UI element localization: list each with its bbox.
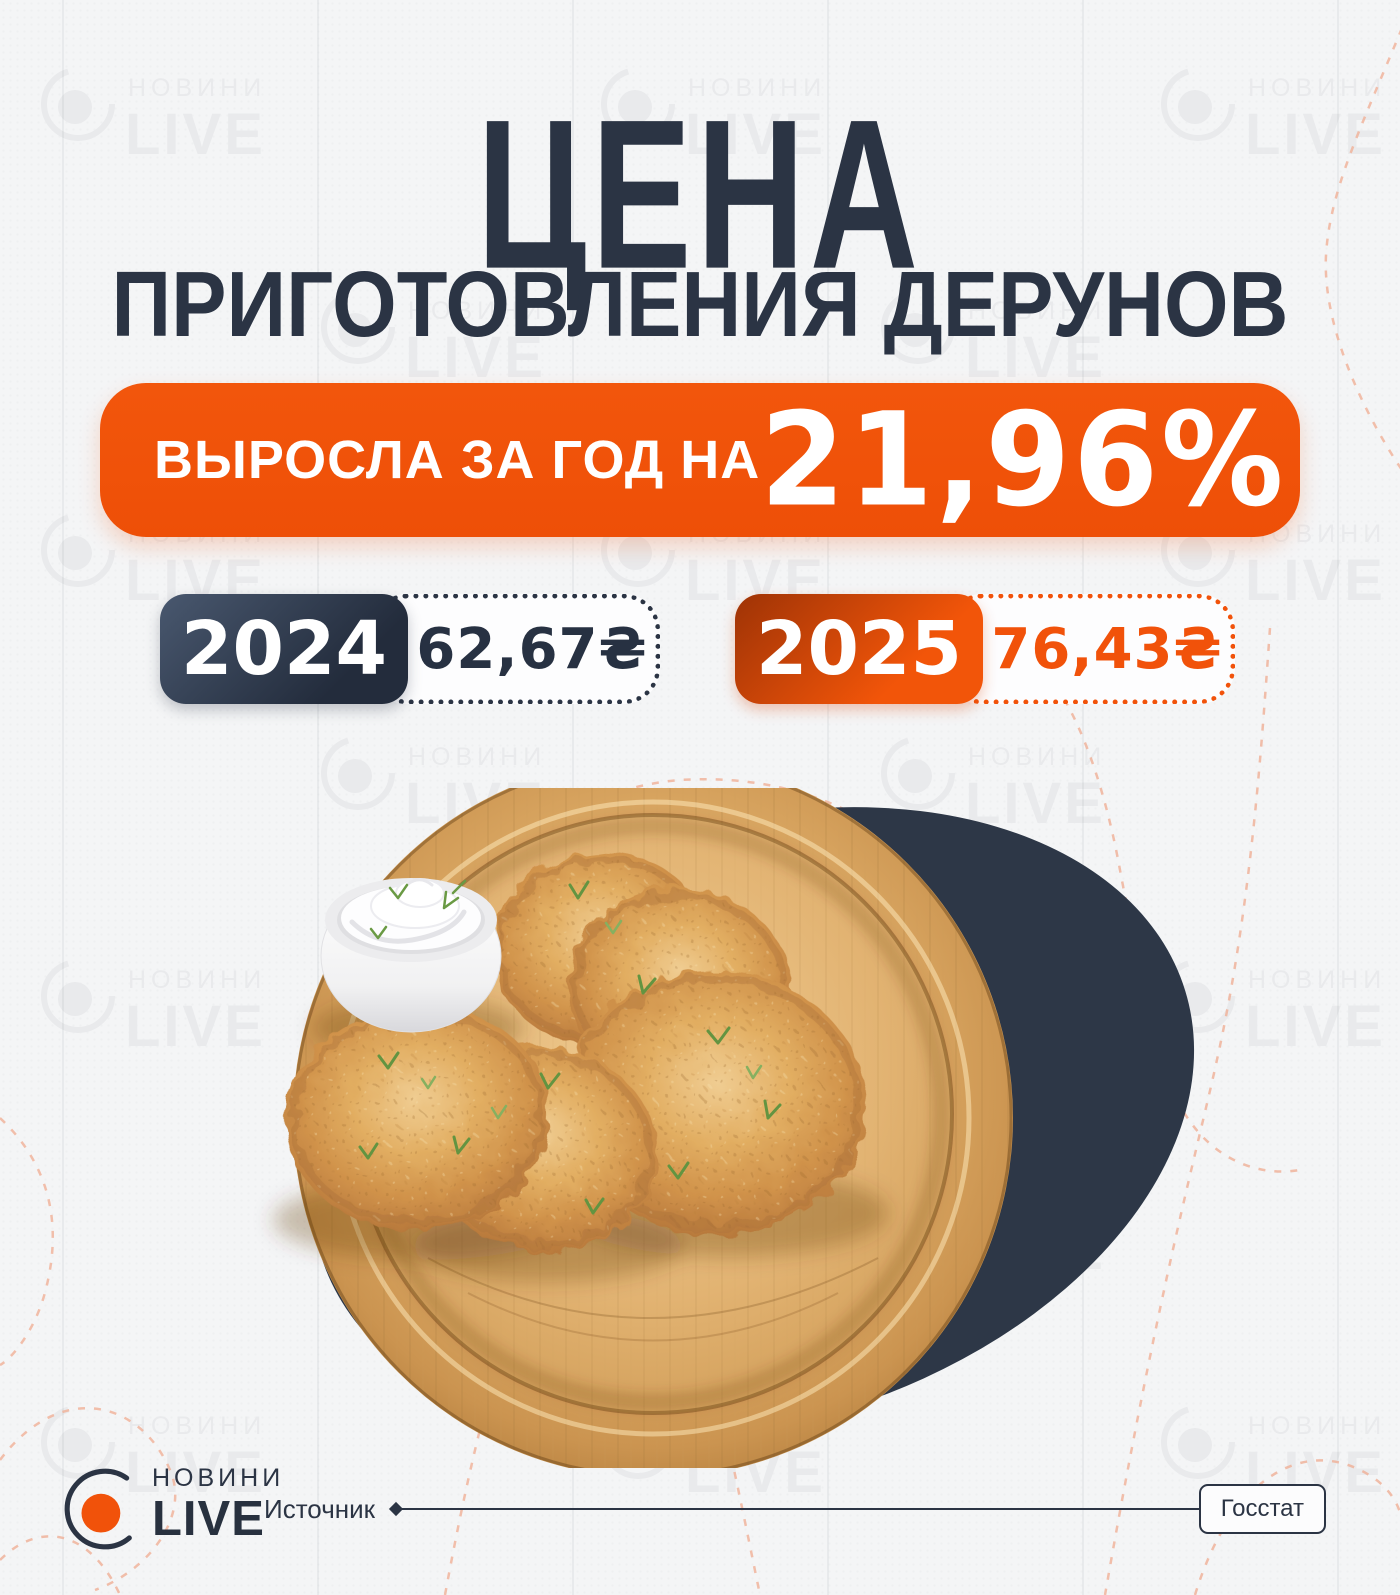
page-title: ЦЕНА bbox=[476, 74, 924, 314]
source-row: Источник Госстат bbox=[264, 1482, 1326, 1536]
diamond-icon bbox=[388, 1501, 404, 1517]
pancakes bbox=[286, 851, 866, 1251]
comparison-2025: 2025 76,43₴ bbox=[735, 594, 1235, 704]
novyny-live-logo-icon bbox=[64, 1468, 132, 1550]
page-subtitle: ПРИГОТОВЛЕНИЯ ДЕРУНОВ bbox=[111, 252, 1289, 357]
deruny-plate-photo bbox=[273, 788, 1195, 1468]
brand-wordmark: НОВИНИ LIVE bbox=[152, 1466, 284, 1544]
source-connector-line bbox=[401, 1508, 1199, 1510]
growth-banner: ВЫРОСЛА ЗА ГОД НА 21,96% bbox=[100, 383, 1300, 537]
dill-garnish-light bbox=[420, 919, 763, 1120]
sour-cream-bowl bbox=[320, 878, 502, 1033]
brand-bottom: LIVE bbox=[152, 1492, 265, 1546]
year-badge-2024: 2024 bbox=[160, 594, 408, 704]
source-value-badge: Госстат bbox=[1198, 1484, 1326, 1534]
growth-percent-value: 21,96% bbox=[760, 384, 1287, 536]
brand-top: НОВИНИ bbox=[152, 1464, 285, 1492]
growth-banner-label: ВЫРОСЛА ЗА ГОД НА bbox=[154, 430, 761, 490]
dill-garnish bbox=[358, 880, 782, 1215]
dill-on-cream bbox=[369, 879, 467, 940]
comparison-2024: 2024 62,67₴ bbox=[160, 594, 660, 704]
price-2024: 62,67₴ bbox=[370, 594, 660, 704]
source-label: Источник bbox=[264, 1493, 375, 1524]
price-2025: 76,43₴ bbox=[945, 594, 1235, 704]
year-badge-2025: 2025 bbox=[735, 594, 983, 704]
